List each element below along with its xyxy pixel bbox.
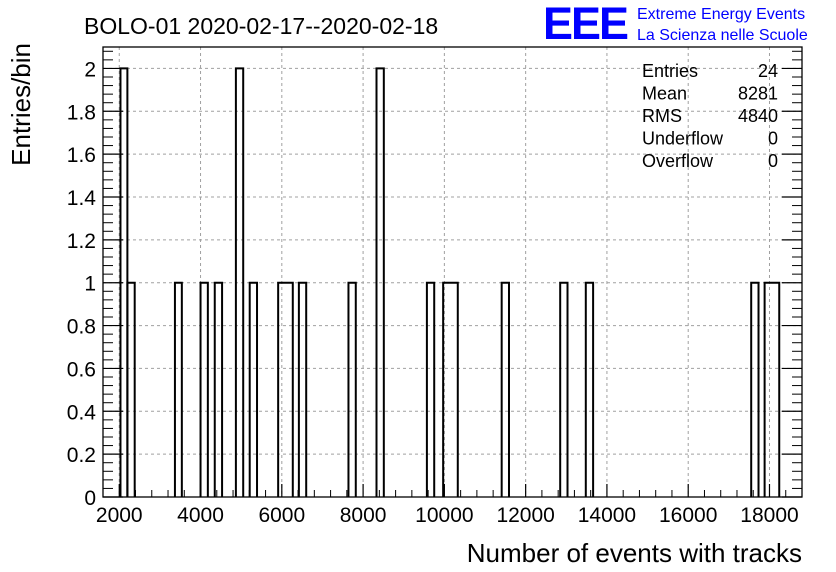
- stats-label: Mean: [642, 84, 687, 104]
- stats-value: 0: [768, 151, 778, 171]
- x-tick-label: 2000: [96, 504, 143, 527]
- y-tick-label: 0.2: [67, 444, 96, 467]
- stats-value: 0: [768, 129, 778, 149]
- histogram-bin: [559, 281, 569, 497]
- x-tick-label: 4000: [177, 504, 224, 527]
- x-tick-label: 6000: [258, 504, 305, 527]
- histogram-bin: [213, 281, 224, 497]
- chart-title: BOLO-01 2020-02-17--2020-02-18: [84, 13, 438, 39]
- y-tick-label: 1.4: [67, 187, 97, 210]
- stats-value: 4840: [738, 106, 778, 126]
- stats-label: Overflow: [642, 151, 714, 171]
- histogram-bin: [763, 281, 781, 497]
- histogram-bin: [750, 281, 760, 497]
- histogram-bin: [425, 281, 436, 497]
- stats-label: Entries: [642, 61, 698, 81]
- stats-label: RMS: [642, 106, 682, 126]
- histogram-bin: [173, 281, 183, 497]
- eee-logo-mark: EEE: [543, 0, 628, 49]
- y-tick-label: 0.8: [67, 316, 96, 339]
- histogram-bin: [248, 281, 259, 497]
- eee-logo: EEE Extreme Energy Events La Scienza nel…: [543, 0, 808, 49]
- x-tick-label: 12000: [496, 504, 554, 527]
- x-tick-label: 16000: [659, 504, 717, 527]
- histogram-bin: [297, 281, 308, 497]
- histogram-bars: [119, 67, 781, 497]
- y-tick-label: 1.2: [67, 230, 96, 253]
- y-axis-label: Entries/bin: [6, 43, 36, 166]
- plot-frame: [102, 46, 803, 498]
- histogram-bin: [375, 67, 385, 497]
- x-axis-label: Number of events with tracks: [467, 538, 802, 568]
- tick-labels: 2000 4000 6000 8000 10000 12000 14000 16000 1800…: [67, 58, 799, 527]
- histogram-bin: [500, 281, 510, 497]
- stats-box: Entries 24 Mean 8281 RMS 4840 Underflow 0 Overfl…: [642, 61, 778, 171]
- histogram-bin: [347, 281, 357, 497]
- stats-value: 8281: [738, 84, 778, 104]
- axis-ticks: [102, 50, 803, 498]
- histogram-bin: [234, 67, 245, 497]
- y-tick-label: 0: [84, 487, 96, 510]
- x-tick-label: 18000: [740, 504, 798, 527]
- y-tick-label: 1: [84, 273, 96, 296]
- y-tick-label: 0.6: [67, 358, 96, 381]
- logo-line-1: Extreme Energy Events: [637, 6, 805, 23]
- x-tick-label: 8000: [340, 504, 387, 527]
- logo-line-2: La Scienza nelle Scuole: [637, 27, 808, 44]
- x-tick-label: 10000: [415, 504, 473, 527]
- stats-value: 24: [758, 61, 778, 81]
- histogram-bin: [442, 281, 459, 497]
- histogram-bin: [584, 281, 595, 497]
- x-tick-label: 14000: [578, 504, 636, 527]
- y-tick-label: 2: [84, 58, 96, 81]
- y-tick-label: 1.6: [67, 144, 96, 167]
- histogram-bin: [277, 281, 294, 497]
- histogram-bin: [126, 281, 136, 497]
- y-tick-label: 1.8: [67, 101, 96, 124]
- histogram-bin: [199, 281, 209, 497]
- stats-label: Underflow: [642, 129, 724, 149]
- y-tick-label: 0.4: [67, 401, 97, 424]
